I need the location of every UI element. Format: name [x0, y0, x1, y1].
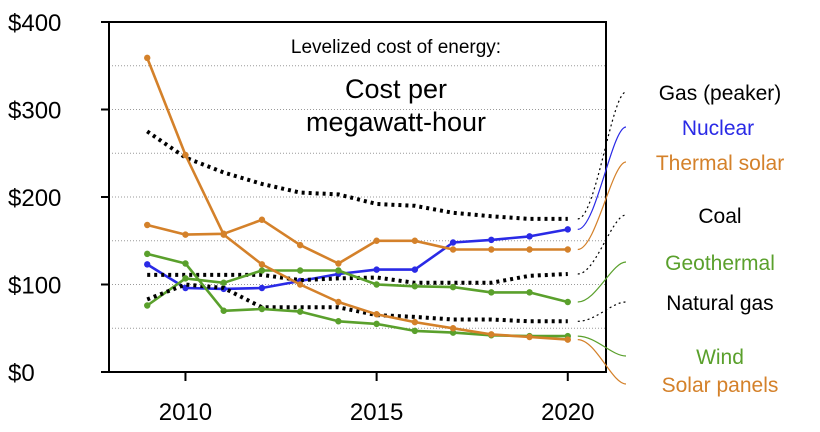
data-point-solar-panels — [526, 333, 533, 341]
legend-connector-wind — [577, 335, 627, 357]
data-point-thermal-solar — [411, 237, 419, 244]
data-point-thermal-solar — [564, 246, 571, 253]
data-point-geothermal — [411, 283, 419, 290]
data-point-solar-panels — [488, 331, 495, 338]
series-line-geothermal — [146, 269, 569, 307]
data-point-thermal-solar — [488, 246, 495, 253]
series-line-wind — [146, 252, 568, 338]
data-point-solar-panels — [220, 231, 227, 238]
legend-label-solar-panels: Solar panels — [662, 374, 779, 397]
data-point-thermal-solar — [182, 231, 189, 238]
legend-label-natural-gas: Natural gas — [666, 292, 773, 315]
data-point-solar-panels — [449, 325, 457, 332]
axes: $0 $100 $200 $300 $400 2010 2015 2020 — [8, 10, 594, 426]
legend-connector-nuclear — [577, 126, 627, 230]
chart-subtitle-line-1: Cost per — [345, 74, 447, 104]
legend-label-coal: Coal — [698, 205, 741, 228]
data-point-geothermal — [258, 267, 266, 274]
data-point-nuclear — [564, 226, 571, 233]
data-point-wind — [335, 318, 342, 325]
data-point-nuclear — [449, 239, 457, 246]
data-point-thermal-solar — [144, 221, 151, 229]
data-point-geothermal — [296, 267, 304, 274]
data-point-solar-panels — [144, 54, 151, 62]
series-layer — [144, 54, 571, 343]
data-point-nuclear — [373, 266, 380, 273]
legend-label-thermal-solar: Thermal solar — [656, 152, 784, 175]
data-point-geothermal — [335, 267, 342, 274]
data-point-wind — [258, 305, 266, 313]
chart-subtitle-line-2: megawatt-hour — [306, 107, 486, 137]
data-point-nuclear — [144, 261, 151, 268]
data-point-solar-panels — [564, 336, 571, 343]
data-point-solar-panels — [373, 311, 380, 318]
y-tick-label: $200 — [8, 185, 61, 212]
legend-label-nuclear: Nuclear — [682, 117, 754, 140]
data-point-wind — [144, 250, 151, 258]
data-point-geothermal — [220, 279, 227, 286]
data-point-nuclear — [258, 284, 266, 292]
grid-lines — [109, 65, 606, 329]
data-point-nuclear — [526, 233, 533, 240]
legend-connector-geothermal — [577, 261, 627, 303]
series-geothermal — [144, 267, 571, 309]
series-line-natural-gas — [146, 282, 568, 324]
data-point-geothermal — [488, 289, 495, 296]
data-point-geothermal — [564, 298, 571, 306]
data-point-wind — [373, 320, 380, 328]
data-point-solar-panels — [258, 261, 266, 268]
legend-connector-coal — [577, 214, 627, 275]
data-point-nuclear — [411, 266, 419, 273]
legend-connector-solar-panels — [577, 339, 627, 385]
data-point-thermal-solar — [296, 241, 304, 249]
data-point-solar-panels — [335, 298, 342, 306]
y-tick-label: $0 — [8, 360, 35, 387]
chart-title: Levelized cost of energy: — [291, 37, 501, 58]
data-point-thermal-solar — [526, 246, 533, 253]
data-point-solar-panels — [296, 281, 304, 288]
data-point-thermal-solar — [449, 246, 457, 253]
data-point-solar-panels — [182, 151, 189, 159]
data-point-thermal-solar — [335, 260, 342, 267]
y-tick-label: $100 — [8, 273, 61, 300]
series-nuclear — [144, 226, 571, 293]
series-line-solar-panels — [145, 57, 568, 341]
series-line-nuclear — [146, 228, 569, 291]
legend-label-geothermal: Geothermal — [665, 252, 775, 275]
data-point-wind — [296, 308, 304, 315]
x-tick-label: 2010 — [159, 399, 212, 426]
data-point-geothermal — [449, 283, 457, 291]
series-gas-peaker — [146, 129, 568, 221]
legend-connector-natural-gas — [577, 301, 627, 322]
data-point-nuclear — [488, 236, 495, 244]
data-point-wind — [182, 260, 189, 267]
legend-connector-thermal-solar — [577, 161, 627, 251]
data-point-wind — [220, 307, 227, 314]
legend-connector-gas-peaker — [577, 91, 627, 220]
series-wind — [144, 250, 571, 340]
y-tick-label: $400 — [8, 10, 61, 37]
x-tick-label: 2015 — [350, 399, 403, 426]
legend: Gas (peaker) Nuclear Thermal solar Coal Geot… — [577, 82, 784, 397]
series-line-gas-peaker — [146, 129, 568, 221]
data-point-wind — [449, 329, 457, 336]
data-point-solar-panels — [411, 318, 419, 326]
data-point-geothermal — [373, 281, 380, 288]
series-solar-panels — [144, 54, 571, 343]
data-point-thermal-solar — [258, 216, 266, 223]
y-tick-label: $300 — [8, 98, 61, 125]
series-thermal-solar — [144, 216, 571, 267]
x-tick-label: 2020 — [541, 399, 594, 426]
data-point-thermal-solar — [373, 237, 380, 244]
series-natural-gas — [146, 282, 568, 324]
series-line-thermal-solar — [146, 218, 568, 265]
data-point-wind — [411, 327, 419, 335]
legend-label-wind: Wind — [696, 346, 744, 369]
data-point-geothermal — [526, 289, 533, 296]
legend-label-gas-peaker: Gas (peaker) — [659, 82, 782, 105]
data-point-geothermal — [182, 275, 189, 282]
data-point-geothermal — [144, 302, 151, 309]
